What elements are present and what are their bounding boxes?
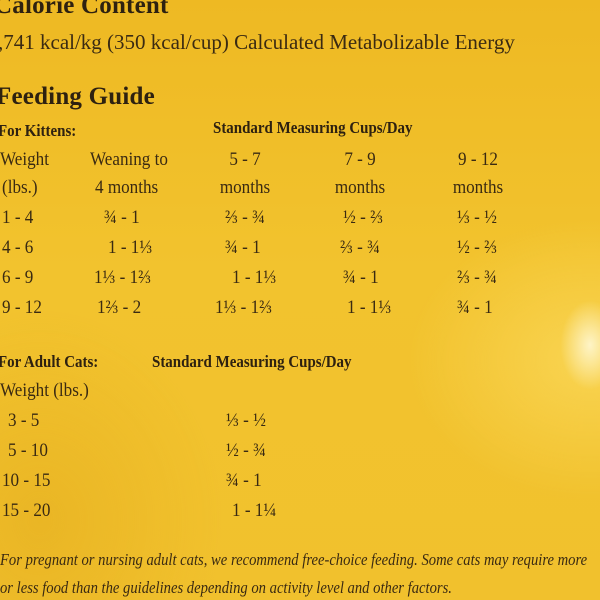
adults-cell: 10 - 15: [2, 470, 51, 491]
kittens-cell: ¾ - 1: [457, 297, 493, 318]
adults-cell: 1 - 1¼: [232, 500, 277, 521]
kittens-cell: ⅓ - ½: [457, 207, 497, 228]
kittens-col-header: 4 months: [95, 177, 159, 198]
kittens-cell: 4 - 6: [2, 237, 34, 258]
kittens-col-header: 7 - 9: [344, 149, 376, 170]
kittens-cell: ½ - ⅔: [457, 237, 497, 258]
feeding-guide-heading: Feeding Guide: [0, 83, 155, 110]
kittens-cell: ¾ - 1: [225, 237, 261, 258]
kittens-cell: 1 - 1⅓: [347, 297, 392, 318]
adults-cell: ½ - ¾: [226, 440, 266, 461]
kittens-cell: ½ - ⅔: [343, 207, 383, 228]
calorie-content-heading: Calorie Content: [0, 0, 169, 19]
kittens-cups-header: Standard Measuring Cups/Day: [213, 118, 413, 137]
adults-label: For Adult Cats:: [0, 352, 99, 371]
adults-cell: ¾ - 1: [226, 470, 262, 491]
kittens-cell: 1 - 4: [2, 207, 34, 228]
kittens-cell: 1 - 1⅓: [108, 237, 153, 258]
kittens-cell: ⅔ - ¾: [225, 207, 265, 228]
kittens-cell: ⅔ - ¾: [457, 267, 497, 288]
kittens-col-header: 9 - 12: [458, 149, 498, 170]
kittens-cell: 9 - 12: [2, 297, 42, 318]
kittens-cell: 1 - 1⅓: [232, 267, 277, 288]
kittens-cell: ¾ - 1: [104, 207, 140, 228]
adults-cups-header: Standard Measuring Cups/Day: [152, 352, 352, 371]
adults-cell: ⅓ - ½: [226, 410, 266, 431]
kittens-cell: 1⅓ - 1⅔: [215, 297, 272, 318]
kittens-cell: ⅔ - ¾: [340, 237, 380, 258]
kittens-cell: 1⅔ - 2: [97, 297, 142, 318]
feeding-note-line2: or less food than the guidelines dependi…: [0, 578, 452, 597]
light-glare: [560, 300, 600, 390]
kittens-cell: 6 - 9: [2, 267, 34, 288]
kittens-label: For Kittens:: [0, 121, 77, 140]
kittens-col-header: (lbs.): [2, 177, 38, 198]
kittens-cell: 1⅓ - 1⅔: [94, 267, 151, 288]
kittens-col-header: Weight: [0, 149, 49, 170]
adults-weight-header: Weight (lbs.): [0, 380, 89, 401]
adults-cell: 15 - 20: [2, 500, 51, 521]
adults-cell: 5 - 10: [8, 440, 48, 461]
feeding-note-line1: For pregnant or nursing adult cats, we r…: [0, 550, 588, 569]
kittens-col-header: months: [219, 177, 271, 198]
kittens-col-header: months: [334, 177, 386, 198]
kittens-col-header: months: [452, 177, 504, 198]
kittens-col-header: 5 - 7: [229, 149, 261, 170]
kittens-col-header: Weaning to: [90, 149, 168, 170]
kittens-cell: ¾ - 1: [343, 267, 379, 288]
adults-cell: 3 - 5: [8, 410, 40, 431]
calorie-content-text: ,741 kcal/kg (350 kcal/cup) Calculated M…: [0, 30, 515, 54]
